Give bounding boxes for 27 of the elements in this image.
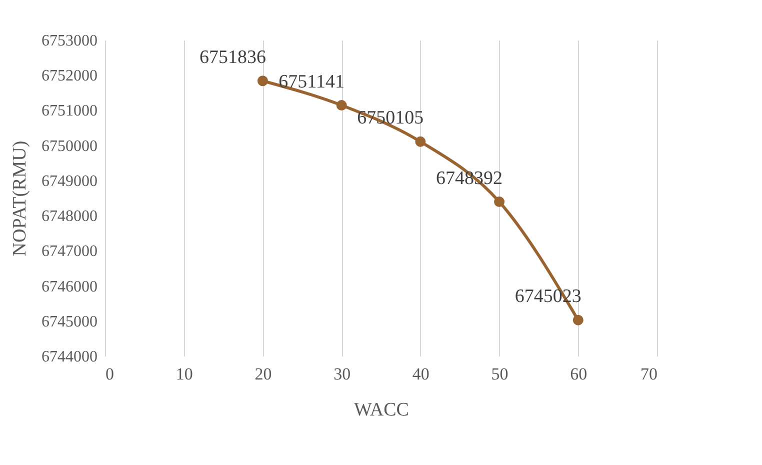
y-tick-label: 6746000 (42, 278, 98, 296)
point (494, 196, 505, 208)
data-label: 6751836 (199, 46, 266, 68)
y-tick-label: 6748000 (42, 208, 98, 226)
x-tick-label: 30 (334, 364, 351, 384)
x-tick-label: 50 (491, 364, 508, 384)
x-tick-label: 20 (254, 364, 272, 384)
point (415, 136, 426, 147)
point (572, 314, 584, 326)
x-tick-label: 70 (640, 364, 658, 384)
y-tick-label: 6753000 (42, 32, 98, 50)
point (336, 100, 347, 111)
y-tick-label: 6749000 (42, 172, 98, 190)
y-tick-label: 6752000 (42, 68, 98, 85)
x-tick-label: 0 (106, 364, 114, 384)
y-axis-title: NOPAT(RMU) (10, 140, 30, 256)
y-tick-label: 6744000 (42, 348, 98, 366)
x-tick-label: 60 (570, 364, 588, 384)
x-tick-label: 40 (412, 364, 430, 384)
y-tick-label: 6745000 (42, 313, 98, 330)
x-tick-label: 10 (176, 364, 193, 384)
y-tick-label: 6751000 (42, 102, 98, 120)
x-axis-title: WACC (354, 400, 409, 420)
data-label: 6751141 (278, 71, 344, 92)
y-tick-label: 6750000 (42, 138, 98, 155)
y-tick-label: 6747000 (42, 243, 98, 260)
point (257, 76, 268, 86)
